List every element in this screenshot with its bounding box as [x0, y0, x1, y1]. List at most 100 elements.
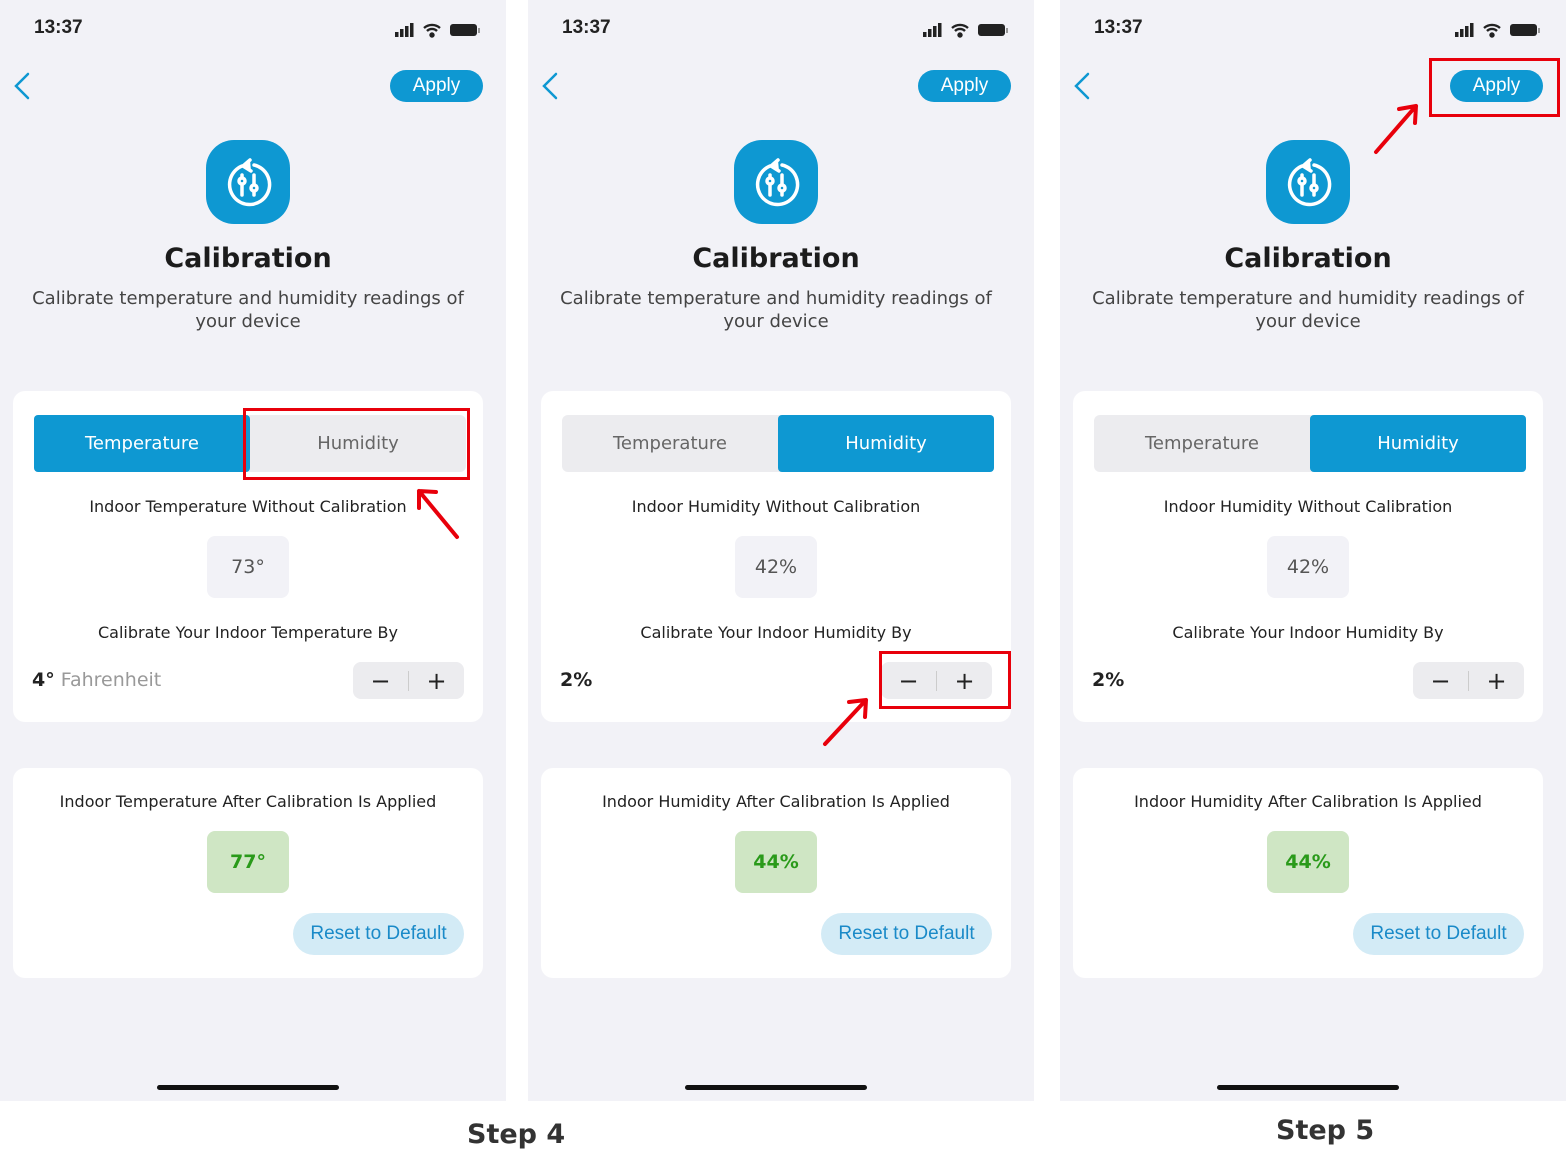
without-calibration-value: 73° — [207, 536, 289, 598]
annotation-highlight-apply — [1429, 58, 1560, 117]
calibration-app-icon — [1266, 140, 1350, 224]
back-chevron-icon[interactable] — [1070, 70, 1096, 102]
wifi-icon — [1483, 23, 1501, 38]
offset-value: 2% — [560, 669, 593, 691]
calibration-app-icon — [734, 140, 818, 224]
without-calibration-label: Indoor Humidity Without Calibration — [1163, 497, 1453, 516]
apply-button[interactable]: Apply — [1450, 70, 1543, 102]
annotation-highlight-stepper — [879, 651, 1011, 709]
apply-button[interactable]: Apply — [390, 70, 483, 102]
without-calibration-label: Indoor Temperature Without Calibration — [89, 497, 407, 516]
decrement-button[interactable]: − — [1430, 666, 1451, 695]
reset-to-default-button[interactable]: Reset to Default — [293, 913, 464, 955]
calibration-app-icon — [206, 140, 290, 224]
after-calibration-value: 44% — [735, 831, 817, 893]
signal-icon — [1455, 23, 1474, 37]
tab-temperature[interactable]: Temperature — [612, 433, 728, 454]
offset-value-row: 2% — [560, 669, 592, 691]
unit-segmented-control: Temperature Humidity — [562, 415, 994, 472]
annotation-arrow-icon — [417, 489, 459, 539]
calibrate-by-label: Calibrate Your Indoor Humidity By — [1172, 623, 1444, 642]
calibrate-by-label: Calibrate Your Indoor Humidity By — [640, 623, 912, 642]
after-calibration-label: Indoor Humidity After Calibration Is App… — [1134, 792, 1482, 811]
offset-value: 2% — [1092, 669, 1125, 691]
phone-screen: 13:37 Apply Calibration Calibrate temper… — [528, 0, 1034, 1101]
calibration-sliders-icon — [227, 158, 272, 207]
wifi-icon — [951, 23, 969, 38]
stepper-divider — [1468, 670, 1469, 691]
home-indicator — [685, 1085, 867, 1090]
home-indicator — [1217, 1085, 1399, 1090]
page-subtitle: Calibrate temperature and humidity readi… — [1092, 288, 1524, 332]
offset-value-row: 2% — [1092, 669, 1124, 691]
phone-screen: 13:37 Apply Calibration Calibrate temper… — [0, 0, 506, 1101]
back-chevron-icon[interactable] — [10, 70, 36, 102]
tab-temperature[interactable]: Temperature — [1144, 433, 1260, 454]
wifi-icon — [423, 23, 441, 38]
tab-humidity[interactable]: Humidity — [1310, 415, 1526, 472]
calibration-result-card: Indoor Humidity After Calibration Is App… — [1073, 768, 1543, 978]
signal-icon — [923, 23, 942, 37]
tab-temperature[interactable]: Temperature — [34, 415, 250, 472]
calibration-sliders-icon — [1287, 158, 1332, 207]
unit-segmented-control: Temperature Humidity — [34, 415, 466, 472]
step-4-caption: Step 4 — [467, 1119, 566, 1150]
offset-value-row: 4° Fahrenheit — [32, 669, 161, 691]
page-subtitle: Calibrate temperature and humidity readi… — [32, 288, 464, 332]
without-calibration-label: Indoor Humidity Without Calibration — [631, 497, 921, 516]
battery-icon — [978, 24, 1008, 36]
offset-stepper[interactable]: − + — [881, 662, 992, 699]
stepper-divider — [408, 670, 409, 691]
phone-screen: 13:37 Apply Calibration Calibrate temper… — [1060, 0, 1566, 1101]
increment-button[interactable]: + — [954, 666, 975, 695]
page-title: Calibration — [692, 243, 860, 274]
stepper-divider — [936, 670, 937, 691]
tab-humidity[interactable]: Humidity — [778, 415, 994, 472]
annotation-arrow-icon — [1374, 104, 1418, 154]
calibration-sliders-icon — [755, 158, 800, 207]
calibrate-by-label: Calibrate Your Indoor Temperature By — [98, 623, 398, 642]
offset-unit: Fahrenheit — [60, 669, 162, 691]
increment-button[interactable]: + — [1486, 666, 1507, 695]
calibration-result-card: Indoor Temperature After Calibration Is … — [13, 768, 483, 978]
status-icons — [1455, 23, 1540, 38]
after-calibration-value: 44% — [1267, 831, 1349, 893]
back-chevron-icon[interactable] — [538, 70, 564, 102]
decrement-button[interactable]: − — [370, 666, 391, 695]
calibration-result-card: Indoor Humidity After Calibration Is App… — [541, 768, 1011, 978]
increment-button[interactable]: + — [426, 666, 447, 695]
home-indicator — [157, 1085, 339, 1090]
battery-icon — [1510, 24, 1540, 36]
decrement-button[interactable]: − — [898, 666, 919, 695]
without-calibration-value: 42% — [735, 536, 817, 598]
after-calibration-label: Indoor Humidity After Calibration Is App… — [602, 792, 950, 811]
after-calibration-value: 77° — [207, 831, 289, 893]
status-time: 13:37 — [34, 17, 83, 38]
page-title: Calibration — [164, 243, 332, 274]
signal-icon — [395, 23, 414, 37]
apply-button[interactable]: Apply — [918, 70, 1011, 102]
reset-to-default-button[interactable]: Reset to Default — [821, 913, 992, 955]
tab-humidity[interactable]: Humidity — [317, 433, 399, 454]
calibration-input-card: Temperature Humidity Indoor Humidity Wit… — [1073, 391, 1543, 722]
reset-to-default-button[interactable]: Reset to Default — [1353, 913, 1524, 955]
annotation-arrow-icon — [823, 698, 868, 746]
step-5-caption: Step 5 — [1276, 1115, 1375, 1146]
calibration-input-card: Temperature Humidity Indoor Humidity Wit… — [541, 391, 1011, 722]
annotation-highlight-humidity-tab — [243, 408, 470, 480]
offset-stepper[interactable]: − + — [1413, 662, 1524, 699]
calibration-input-card: Temperature Humidity Indoor Temperature … — [13, 391, 483, 722]
offset-value: 4° — [32, 669, 55, 691]
offset-stepper[interactable]: − + — [353, 662, 464, 699]
status-time: 13:37 — [1094, 17, 1143, 38]
status-time: 13:37 — [562, 17, 611, 38]
status-icons — [923, 23, 1008, 38]
page-subtitle: Calibrate temperature and humidity readi… — [560, 288, 992, 332]
status-icons — [395, 23, 480, 38]
unit-segmented-control: Temperature Humidity — [1094, 415, 1526, 472]
battery-icon — [450, 24, 480, 36]
page-title: Calibration — [1224, 243, 1392, 274]
after-calibration-label: Indoor Temperature After Calibration Is … — [59, 792, 437, 811]
without-calibration-value: 42% — [1267, 536, 1349, 598]
